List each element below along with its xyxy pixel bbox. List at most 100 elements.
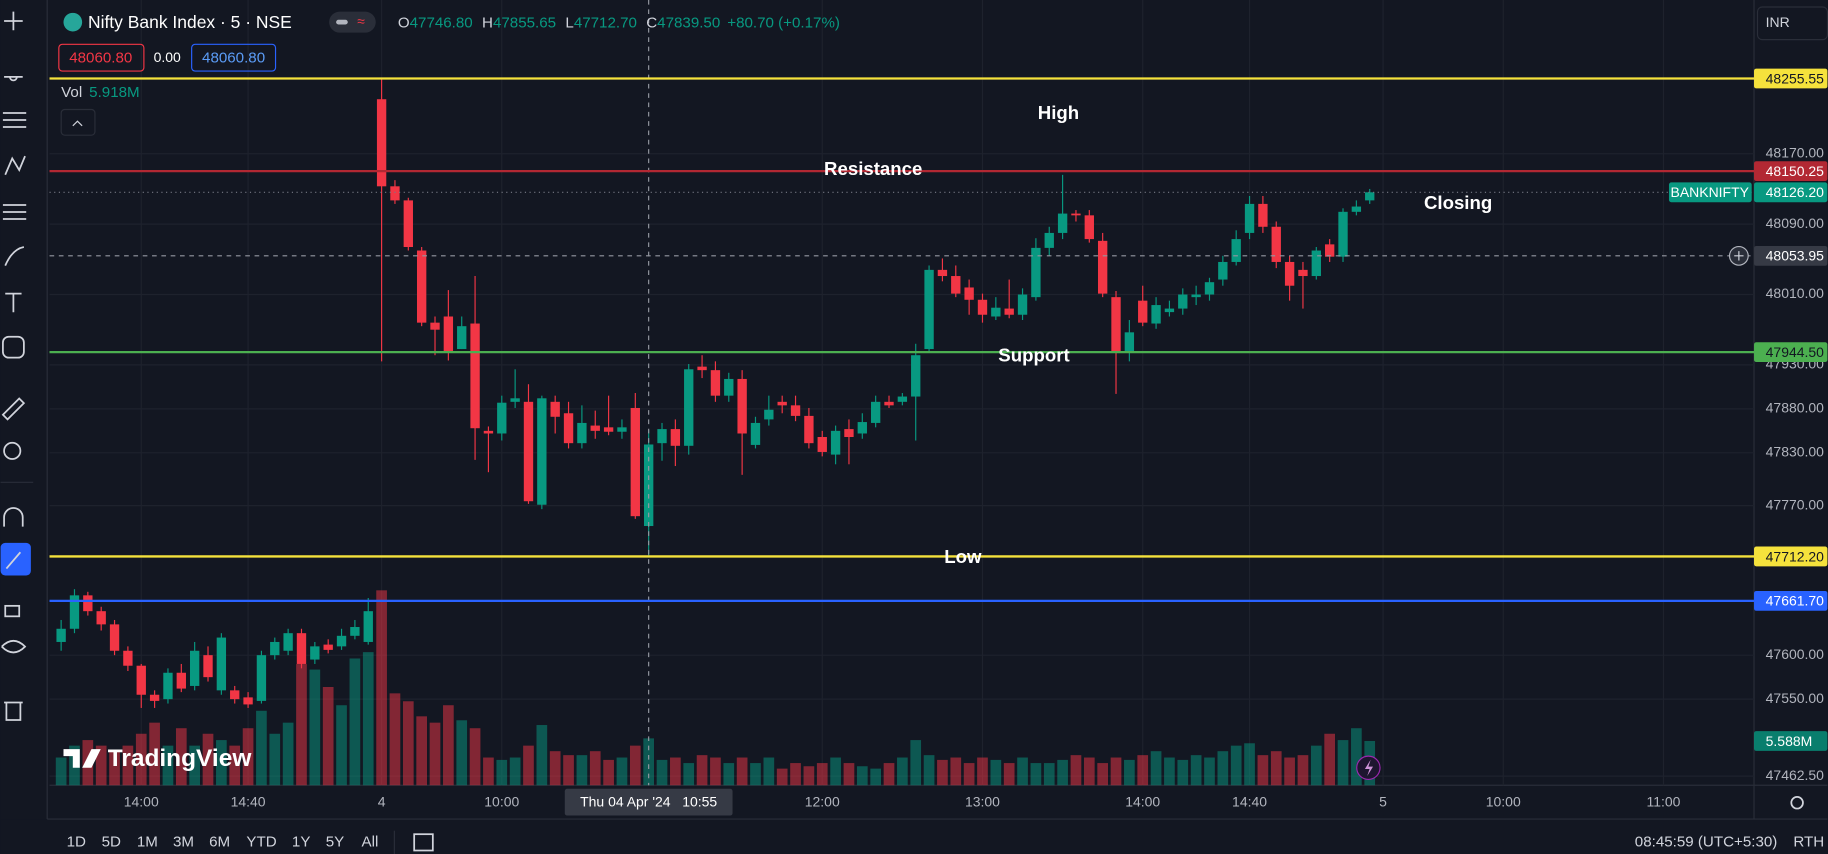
- pattern-tool[interactable]: [4, 155, 26, 176]
- candle-body: [1057, 213, 1068, 233]
- candle-body: [684, 369, 694, 446]
- candle-body: [924, 269, 934, 350]
- ohlc-key: O: [398, 14, 410, 31]
- candle-body: [830, 430, 841, 455]
- goto-date-button[interactable]: [413, 833, 434, 852]
- volume-bar: [990, 759, 1002, 786]
- candle-body: [1324, 244, 1335, 257]
- annotation-text[interactable]: High: [1038, 102, 1079, 123]
- candle-body: [764, 409, 774, 420]
- annotation-text[interactable]: Resistance: [824, 158, 922, 179]
- lock-tool[interactable]: [4, 604, 21, 618]
- candle-body: [443, 316, 454, 352]
- candle-body: [403, 200, 413, 248]
- range-button[interactable]: 3M: [173, 833, 194, 850]
- measure-tool[interactable]: [1, 397, 26, 421]
- volume-bar: [1083, 757, 1095, 786]
- sell-button[interactable]: [58, 43, 145, 72]
- volume-bar: [416, 716, 428, 786]
- candle-body: [1191, 294, 1201, 298]
- volume-bar: [1003, 763, 1015, 786]
- candle-body: [870, 401, 881, 423]
- bottom-toolbar: 08:45:59 (UTC+5:30) RTH 1D 5D 1M 3M 6M YTD 1Y 5…: [47, 796, 1828, 854]
- symbol-logo: [63, 12, 83, 32]
- symbol-title[interactable]: Nifty Bank Index · 5 · NSE: [88, 12, 292, 32]
- candle-body: [1231, 239, 1241, 262]
- volume-bar: [1097, 763, 1109, 786]
- volume-bar: [803, 766, 815, 786]
- ohlc-value: 47746.80: [410, 14, 473, 31]
- range-button[interactable]: 6M: [209, 833, 230, 850]
- volume-value: 5.918M: [89, 84, 139, 101]
- volume-bar: [149, 722, 160, 786]
- volume-bar: [162, 745, 174, 786]
- range-button[interactable]: 1D: [67, 833, 86, 850]
- candle-body: [884, 401, 894, 406]
- volume-bar: [1244, 743, 1255, 786]
- volume-bar: [469, 728, 481, 786]
- icon-tool[interactable]: [2, 335, 25, 359]
- annotation-text[interactable]: Closing: [1424, 192, 1492, 213]
- volume-bar: [897, 757, 908, 786]
- volume-bar: [723, 763, 735, 786]
- range-button[interactable]: 1M: [137, 833, 158, 850]
- candle-body: [1284, 261, 1295, 286]
- candle-body: [136, 665, 146, 695]
- volume-bar: [242, 728, 254, 786]
- market-status[interactable]: [329, 11, 376, 33]
- trend-line-tool[interactable]: [4, 76, 23, 82]
- candle-body: [630, 407, 640, 517]
- fib-tool[interactable]: [2, 112, 27, 128]
- volume-bar: [683, 763, 695, 786]
- hide-tool[interactable]: [1, 639, 27, 654]
- volume-bar: [790, 763, 801, 786]
- buy-button[interactable]: [191, 43, 277, 72]
- candle-body: [697, 366, 707, 371]
- crosshair-time-label: Thu 04 Apr '24 10:55: [580, 793, 717, 809]
- ohlc-value: 47839.50: [657, 14, 720, 31]
- zoom-tool[interactable]: [3, 441, 22, 460]
- candle-body: [1151, 305, 1161, 324]
- stay-in-drawing-mode[interactable]: [0, 542, 31, 576]
- candle-body: [350, 627, 360, 636]
- annotation-text[interactable]: Support: [998, 344, 1069, 365]
- text-tool[interactable]: [5, 292, 22, 313]
- candle-body: [123, 650, 133, 666]
- annotation-text[interactable]: Low: [944, 546, 982, 567]
- candle-body: [363, 611, 373, 642]
- range-button[interactable]: 5D: [102, 833, 121, 850]
- currency-button[interactable]: [1756, 6, 1828, 41]
- candle-body: [964, 287, 974, 300]
- volume-bar: [296, 664, 307, 786]
- volume-bar: [670, 757, 681, 786]
- volume-bar: [376, 590, 387, 786]
- delete-tool[interactable]: [4, 701, 23, 721]
- candle-body: [857, 422, 867, 434]
- ohlc-value: 47712.70: [574, 14, 637, 31]
- candle-body: [1044, 232, 1054, 248]
- candle-body: [1244, 203, 1255, 233]
- candle-body: [483, 430, 494, 434]
- range-button[interactable]: YTD: [246, 833, 276, 850]
- magnet-tool[interactable]: [3, 507, 24, 527]
- candles: [56, 78, 1375, 708]
- prediction-tool[interactable]: [2, 204, 27, 220]
- range-button[interactable]: All: [362, 833, 379, 850]
- candle-body: [203, 655, 213, 678]
- axis-settings[interactable]: [1790, 796, 1804, 810]
- symbol-tag: [1668, 182, 1752, 203]
- range-button[interactable]: 1Y: [292, 833, 311, 850]
- volume-bar: [1017, 757, 1028, 786]
- volume-bar: [349, 658, 361, 786]
- volume-bar: [629, 745, 641, 786]
- candle-body: [1311, 250, 1321, 277]
- range-button[interactable]: 5Y: [326, 833, 345, 850]
- brush-tool[interactable]: [4, 246, 25, 266]
- session[interactable]: RTH: [1793, 833, 1824, 850]
- crosshair-tool[interactable]: [4, 11, 23, 31]
- candle-body: [737, 378, 747, 434]
- candle-body: [911, 355, 921, 397]
- volume-bar: [1137, 755, 1149, 786]
- crosshair-date: Thu 04 Apr '24: [580, 793, 671, 809]
